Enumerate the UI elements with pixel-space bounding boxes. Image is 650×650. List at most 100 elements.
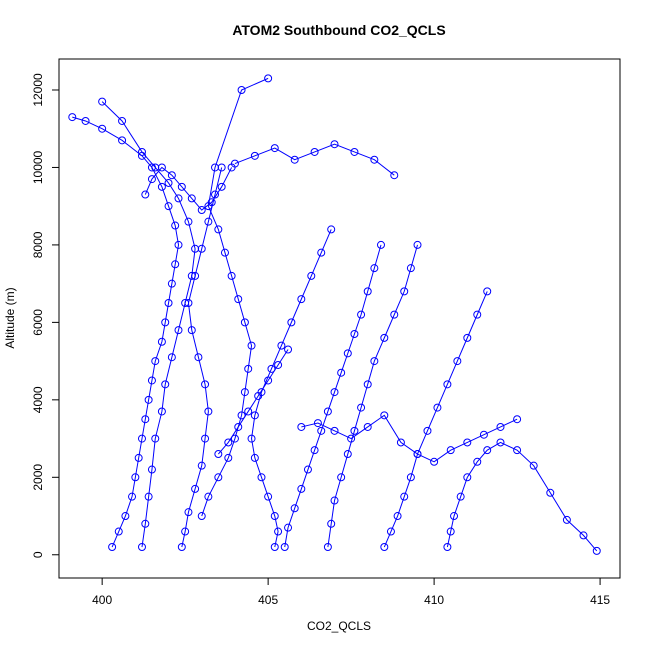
data-point: [157, 337, 166, 346]
data-point: [290, 155, 299, 164]
series-0: [68, 113, 183, 552]
data-point: [330, 496, 339, 505]
data-point: [323, 543, 332, 552]
data-point: [284, 523, 293, 532]
y-tick-label: 8000: [31, 231, 45, 258]
data-point: [197, 206, 206, 215]
data-point: [141, 519, 150, 528]
data-point: [197, 461, 206, 470]
data-point: [254, 391, 263, 400]
data-point: [280, 543, 289, 552]
data-point: [134, 453, 143, 462]
data-point: [350, 426, 359, 435]
data-point: [250, 151, 259, 160]
series-6: [323, 240, 422, 552]
data-point: [327, 225, 336, 234]
data-point: [161, 318, 170, 327]
data-point: [214, 450, 223, 459]
y-tick-label: 6000: [31, 309, 45, 336]
data-point: [137, 543, 146, 552]
data-point: [250, 411, 259, 420]
data-point: [224, 453, 233, 462]
data-point: [406, 264, 415, 273]
data-point: [400, 492, 409, 501]
data-point: [496, 422, 505, 431]
series-2: [177, 163, 226, 552]
data-point: [479, 430, 488, 439]
data-point: [207, 198, 216, 207]
data-point: [191, 484, 200, 493]
y-tick-label: 10000: [31, 150, 45, 184]
data-point: [128, 492, 137, 501]
data-point: [330, 388, 339, 397]
data-point: [376, 240, 385, 249]
data-point: [310, 147, 319, 156]
data-point: [137, 434, 146, 443]
data-layer: [68, 74, 601, 555]
y-tick-label: 0: [31, 551, 45, 558]
data-point: [161, 380, 170, 389]
data-point: [317, 248, 326, 257]
data-point: [250, 453, 259, 462]
data-point: [98, 97, 107, 106]
data-point: [157, 182, 166, 191]
data-point: [98, 124, 107, 133]
data-point: [579, 531, 588, 540]
data-point: [337, 368, 346, 377]
data-point: [264, 74, 273, 83]
data-point: [144, 492, 153, 501]
data-point: [167, 353, 176, 362]
y-axis: 0 2000 4000 6000 8000 10000 12000: [31, 73, 60, 558]
data-point: [227, 163, 236, 172]
data-point: [393, 512, 402, 521]
data-point: [234, 422, 243, 431]
data-point: [277, 341, 286, 350]
data-point: [141, 190, 150, 199]
data-point: [240, 388, 249, 397]
data-point: [370, 264, 379, 273]
data-point: [171, 260, 180, 269]
data-point: [483, 287, 492, 296]
data-point: [224, 438, 233, 447]
data-point: [400, 287, 409, 296]
data-point: [227, 271, 236, 280]
series-5: [280, 240, 385, 552]
data-point: [350, 147, 359, 156]
data-point: [147, 376, 156, 385]
data-point: [562, 515, 571, 524]
data-point: [592, 546, 601, 555]
data-point: [483, 446, 492, 455]
x-axis: 400 405 410 415: [92, 577, 610, 607]
data-point: [201, 434, 210, 443]
data-point: [297, 295, 306, 304]
data-point: [137, 147, 146, 156]
data-point: [184, 217, 193, 226]
series-7: [380, 287, 492, 552]
data-point: [237, 85, 246, 94]
series-4: [247, 225, 336, 552]
data-point: [363, 380, 372, 389]
data-point: [347, 434, 356, 443]
data-point: [171, 221, 180, 230]
series-line: [181, 167, 223, 548]
data-point: [204, 217, 213, 226]
data-point: [443, 543, 452, 552]
data-point: [450, 512, 459, 521]
series-line: [234, 143, 395, 176]
data-point: [247, 341, 256, 350]
data-point: [264, 492, 273, 501]
data-point: [81, 116, 90, 125]
y-tick-label: 4000: [31, 386, 45, 413]
data-point: [264, 376, 273, 385]
data-point: [310, 446, 319, 455]
data-point: [197, 244, 206, 253]
data-point: [430, 457, 439, 466]
data-point: [141, 415, 150, 424]
data-point: [297, 422, 306, 431]
data-point: [164, 202, 173, 211]
data-point: [390, 171, 399, 180]
data-point: [463, 333, 472, 342]
data-point: [257, 473, 266, 482]
data-point: [220, 248, 229, 257]
